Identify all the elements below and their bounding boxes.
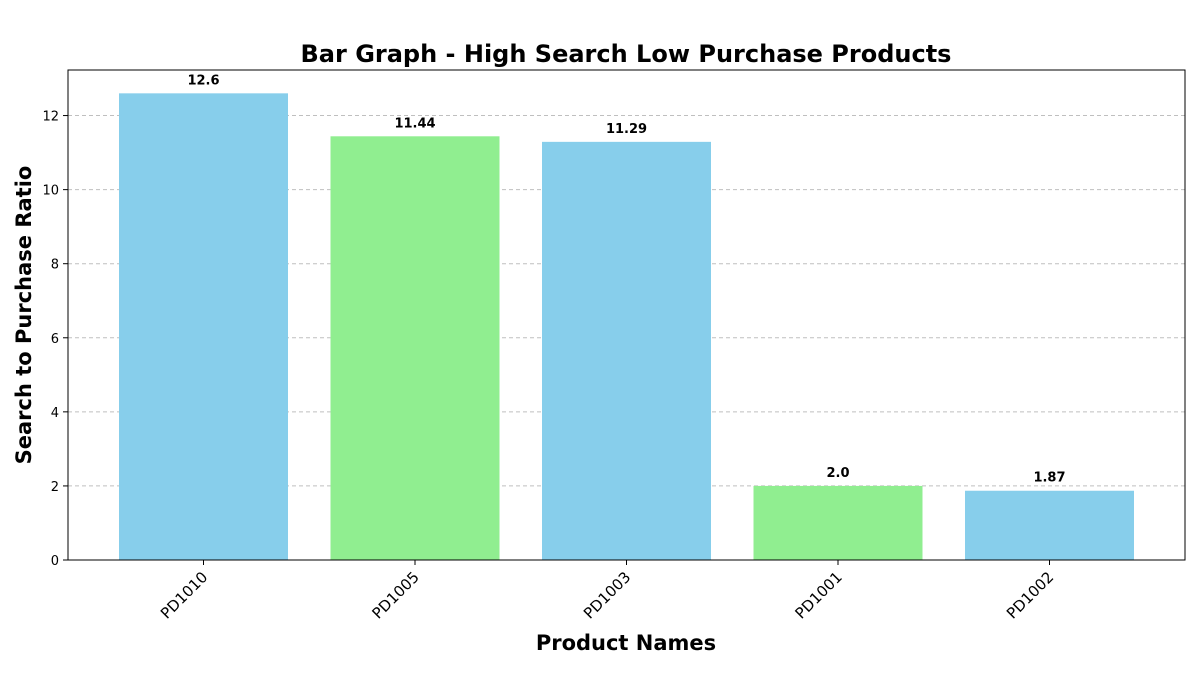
value-label: 11.44 bbox=[394, 116, 435, 131]
bar-pd1005 bbox=[330, 136, 500, 560]
y-axis-label: Search to Purchase Ratio bbox=[12, 166, 36, 465]
y-tick-label: 4 bbox=[51, 406, 59, 421]
bars bbox=[119, 93, 1134, 560]
x-axis: PD1010 PD1005 PD1003 PD1001 PD1002 bbox=[157, 560, 1057, 622]
value-label: 2.0 bbox=[826, 466, 849, 481]
y-tick-label: 2 bbox=[51, 480, 59, 495]
bar-pd1010 bbox=[119, 93, 288, 560]
x-tick-label: PD1002 bbox=[1003, 568, 1057, 622]
chart-title: Bar Graph - High Search Low Purchase Pro… bbox=[301, 40, 952, 68]
y-tick-label: 8 bbox=[51, 258, 59, 273]
bar-pd1002 bbox=[965, 490, 1134, 560]
x-tick-label: PD1003 bbox=[580, 568, 634, 622]
y-axis: 0 2 4 6 8 10 12 bbox=[42, 110, 68, 569]
y-tick-label: 12 bbox=[42, 110, 59, 125]
y-tick-label: 10 bbox=[42, 184, 59, 199]
bar-pd1001 bbox=[753, 485, 923, 560]
value-label: 11.29 bbox=[606, 122, 647, 137]
y-tick-label: 6 bbox=[51, 332, 59, 347]
x-tick-label: PD1005 bbox=[369, 568, 423, 622]
bar-pd1003 bbox=[542, 141, 711, 560]
x-tick-label: PD1001 bbox=[792, 568, 846, 622]
x-tick-label: PD1010 bbox=[157, 568, 211, 622]
value-label: 1.87 bbox=[1033, 471, 1065, 486]
value-label: 12.6 bbox=[187, 73, 219, 88]
y-tick-label: 0 bbox=[51, 554, 59, 569]
x-axis-label: Product Names bbox=[536, 631, 716, 655]
value-labels: 12.6 11.44 11.29 2.0 1.87 bbox=[187, 73, 1065, 485]
